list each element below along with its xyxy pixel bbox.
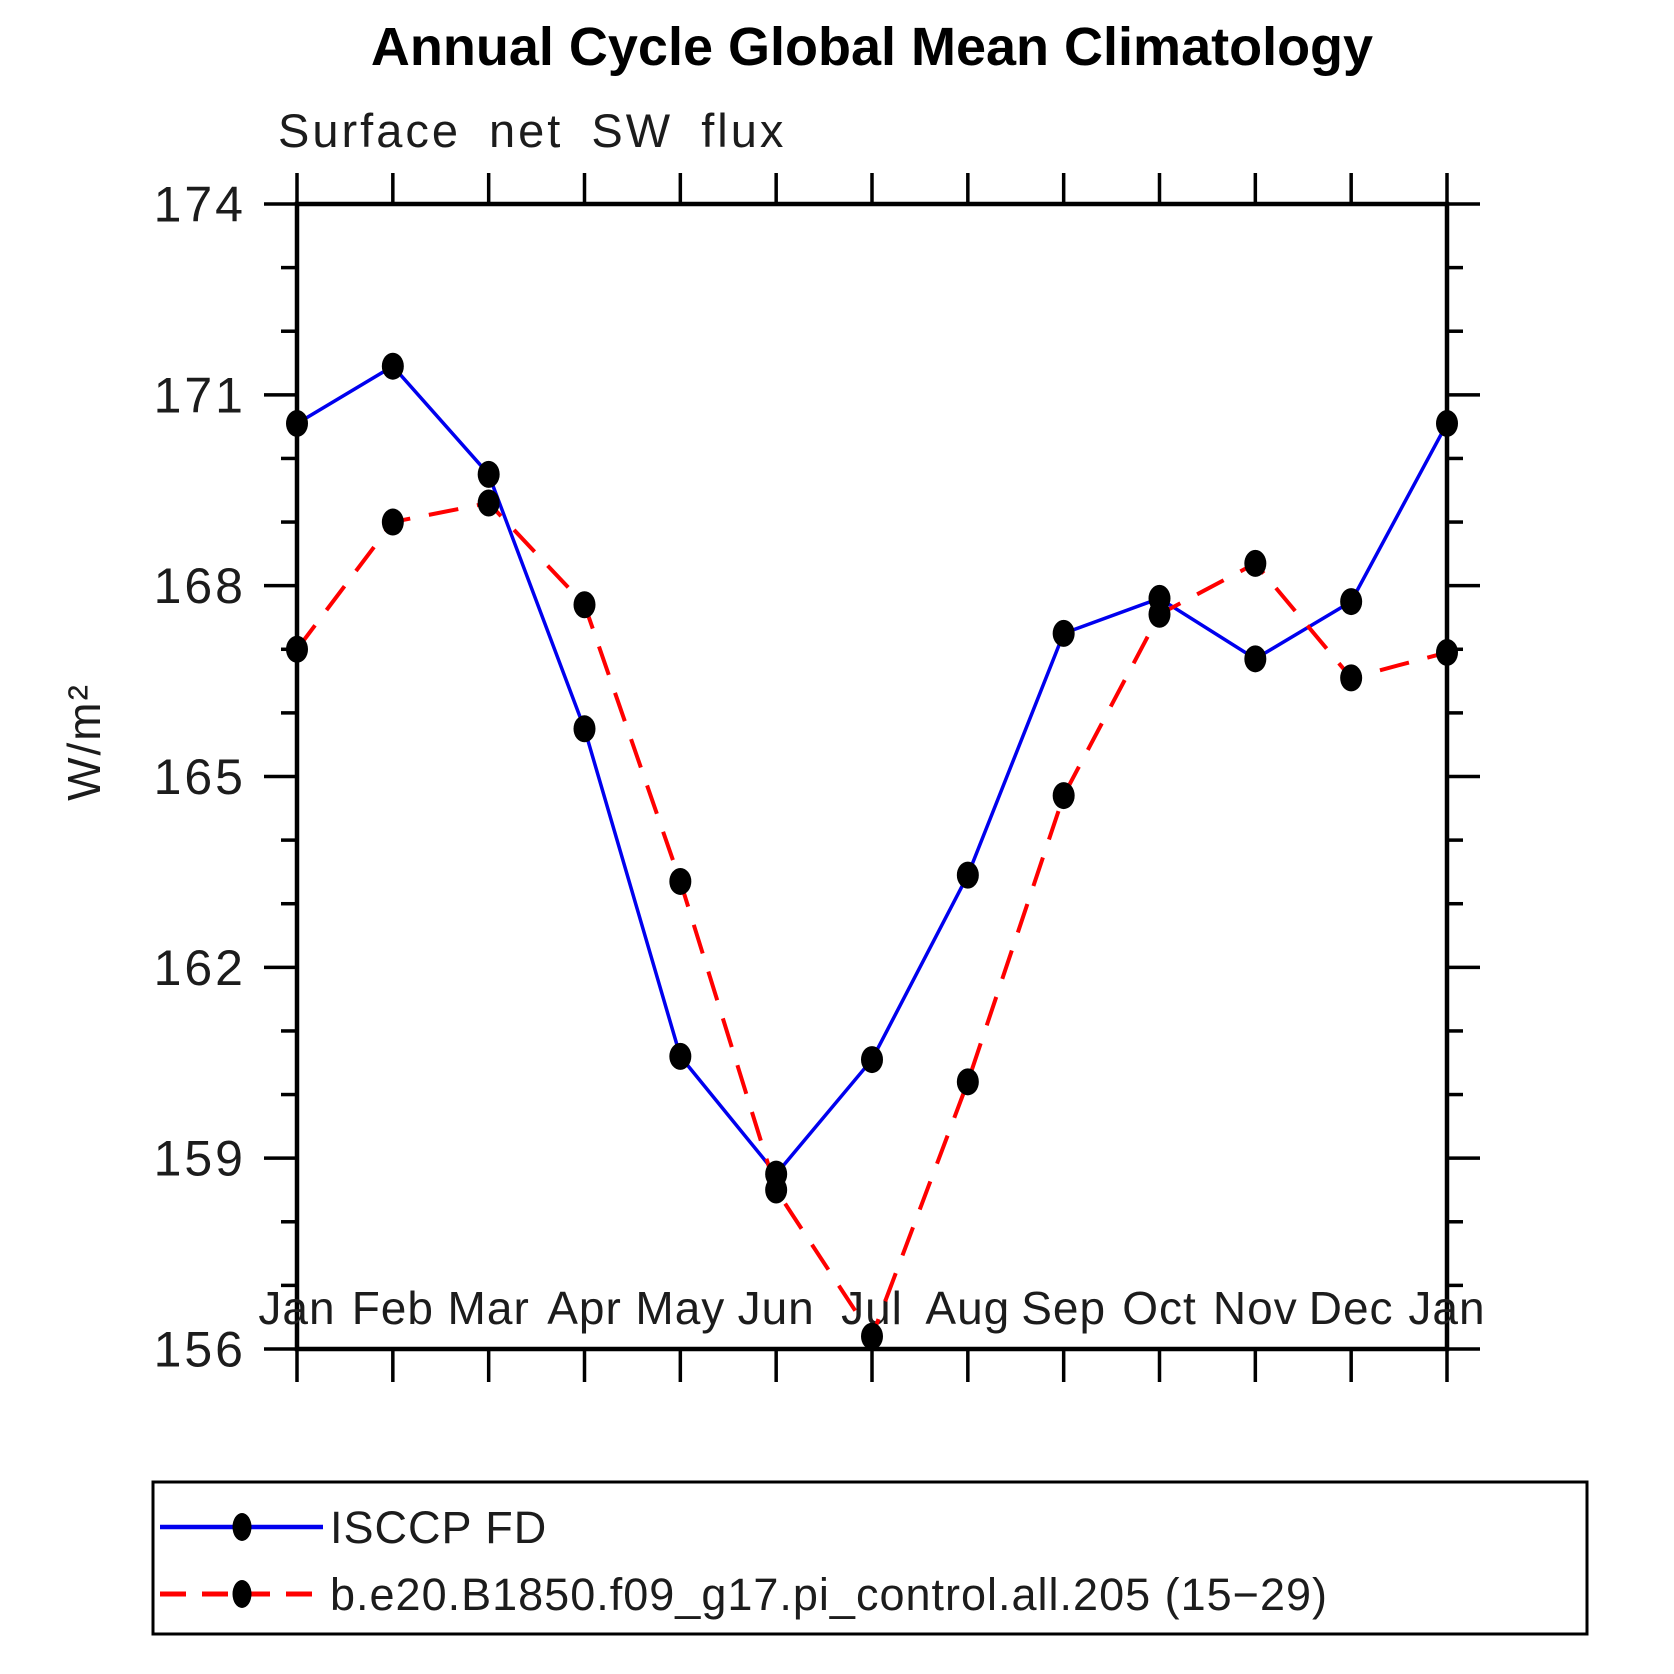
data-point-s0-Jul <box>861 1046 883 1074</box>
chart-subtitle: Surface net SW flux <box>278 104 787 157</box>
data-point-s1-Nov <box>1244 549 1267 577</box>
x-tick-label: May <box>635 1282 725 1334</box>
y-tick-label: 165 <box>154 749 246 805</box>
data-point-s0-Jan <box>1436 409 1458 437</box>
series-line-1 <box>295 500 1448 1341</box>
legend-marker-1 <box>232 1580 252 1608</box>
data-point-s0-Dec <box>1340 588 1363 616</box>
data-point-s0-Sep <box>1052 619 1075 647</box>
data-point-s1-Sep <box>1052 782 1075 810</box>
x-tick-label: Dec <box>1309 1282 1394 1334</box>
x-tick-label: Jun <box>738 1282 815 1334</box>
y-tick-label: 162 <box>154 940 246 996</box>
data-point-s0-Nov <box>1244 645 1267 673</box>
data-point-s0-Jan <box>286 409 308 437</box>
data-point-s0-Aug <box>956 861 979 889</box>
y-axis-label: W/m² <box>58 683 110 801</box>
data-point-s1-Dec <box>1340 664 1363 692</box>
legend-marker-0 <box>232 1513 252 1541</box>
x-tick-label: Oct <box>1122 1282 1197 1334</box>
data-point-s1-Feb <box>381 508 404 536</box>
legend-label-0: ISCCP FD <box>330 1502 547 1553</box>
y-tick-label: 171 <box>154 367 246 423</box>
y-tick-label: 174 <box>154 177 246 233</box>
data-point-s1-Jan <box>286 635 308 663</box>
data-point-s1-Mar <box>477 489 500 517</box>
legend-label-1: b.e20.B1850.f09_g17.pi_control.all.205 (… <box>330 1569 1328 1620</box>
legend-box <box>151 1480 1589 1636</box>
chart-title: Annual Cycle Global Mean Climatology <box>370 17 1374 77</box>
y-tick-label: 159 <box>154 1131 246 1187</box>
x-tick-label: Jan <box>1408 1282 1485 1334</box>
x-tick-label: Mar <box>448 1282 530 1334</box>
data-point-s1-Jun <box>765 1176 788 1204</box>
data-point-s0-May <box>669 1042 692 1070</box>
plot-frame <box>294 201 1450 1352</box>
x-tick-label: Aug <box>925 1282 1010 1334</box>
data-point-s0-Mar <box>477 460 500 488</box>
y-tick-label: 168 <box>154 558 246 614</box>
data-point-s1-Jan <box>1436 638 1458 666</box>
data-point-s1-May <box>669 867 692 895</box>
data-point-s1-Jul <box>861 1322 883 1350</box>
data-point-s1-Oct <box>1148 600 1171 628</box>
data-point-s0-Apr <box>573 715 596 743</box>
x-tick-label: Apr <box>547 1282 622 1334</box>
x-tick-label: Nov <box>1213 1282 1298 1334</box>
data-point-s1-Apr <box>573 591 596 619</box>
x-tick-label: Jan <box>258 1282 335 1334</box>
data-point-s1-Aug <box>956 1068 979 1096</box>
x-tick-label: Feb <box>352 1282 434 1334</box>
data-point-s0-Feb <box>381 352 404 380</box>
y-tick-label: 156 <box>154 1322 246 1378</box>
x-tick-label: Sep <box>1021 1282 1106 1334</box>
